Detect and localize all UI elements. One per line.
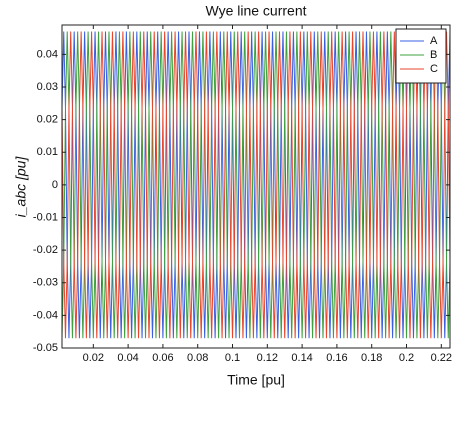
x-tick-label: 0.2	[399, 352, 414, 364]
x-tick-label: 0.06	[152, 352, 173, 364]
x-tick-label: 0.08	[187, 352, 208, 364]
x-tick-label: 0.18	[361, 352, 382, 364]
x-tick-label: 0.1	[225, 352, 240, 364]
axes-frame	[61, 24, 451, 349]
x-axis-label: Time [pu]	[227, 372, 285, 388]
chart-title: Wye line current	[205, 3, 306, 19]
line-series	[62, 31, 450, 339]
legend-label: B	[430, 49, 437, 61]
legend-label: A	[430, 35, 438, 47]
line-series	[62, 31, 450, 339]
y-tick-label: 0.04	[37, 48, 58, 60]
y-tick-label: 0.01	[37, 146, 58, 158]
y-axis-label: i_abc [pu]	[13, 156, 29, 218]
y-tick-label: 0	[52, 179, 58, 191]
y-tick-label: -0.01	[33, 211, 58, 223]
x-tick-label: 0.14	[291, 352, 312, 364]
x-tick-label: 0.22	[431, 352, 452, 364]
y-tick-label: -0.02	[33, 244, 58, 256]
y-tick-label: -0.03	[33, 277, 58, 289]
y-tick-label: -0.05	[33, 342, 58, 354]
x-tick-label: 0.02	[83, 352, 104, 364]
legend-label: C	[430, 63, 438, 75]
series-group	[62, 31, 450, 339]
x-tick-label: 0.16	[326, 352, 347, 364]
y-tick-label: 0.03	[37, 81, 58, 93]
y-tick-label: 0.02	[37, 114, 58, 126]
y-tick-label: -0.04	[33, 309, 58, 321]
line-series	[62, 31, 450, 339]
x-tick-label: 0.12	[257, 352, 278, 364]
legend-box	[395, 28, 447, 84]
x-tick-label: 0.04	[117, 352, 138, 364]
